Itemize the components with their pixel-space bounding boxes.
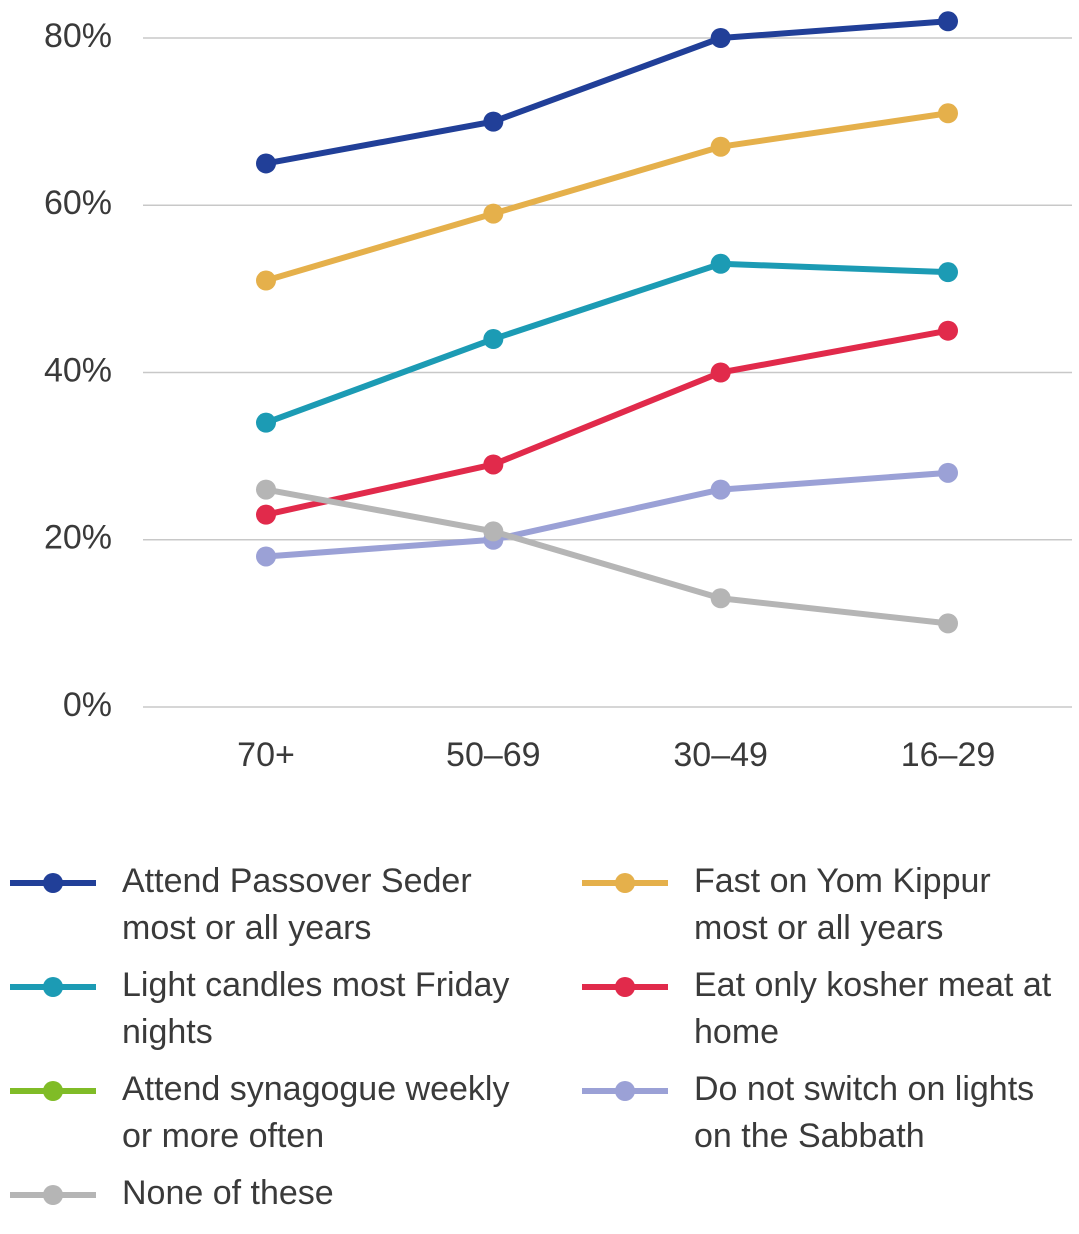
point — [938, 320, 958, 341]
legend-marker — [43, 1081, 63, 1101]
series-line — [265, 110, 949, 284]
x-tick-label: 16–29 — [901, 736, 996, 774]
point — [256, 479, 276, 500]
legend-label: Eat only kosher meat at home — [694, 966, 1052, 1051]
legend-key — [10, 873, 96, 893]
legend-marker — [615, 1081, 635, 1101]
legend-key — [582, 1081, 668, 1101]
point — [256, 153, 276, 174]
legend-item: Fast on Yom Kippur most or all years — [580, 858, 1079, 952]
point — [938, 613, 958, 634]
legend-item: Do not switch on lights on the Sabbath — [580, 1066, 1079, 1160]
series-line — [265, 18, 949, 167]
legend-key — [10, 1185, 96, 1205]
point — [483, 203, 504, 224]
legend-item: None of these — [8, 1170, 580, 1218]
point — [938, 103, 958, 124]
point — [710, 479, 731, 500]
legend-label: Do not switch on lights on the Sabbath — [694, 1070, 1035, 1155]
y-tick-label: 80% — [44, 17, 112, 55]
legend: Attend Passover Seder most or all years F… — [8, 858, 1079, 1218]
point — [710, 588, 731, 609]
legend-key — [582, 977, 668, 997]
legend-marker — [43, 1185, 63, 1205]
point — [483, 454, 504, 475]
legend-key — [10, 977, 96, 997]
point — [483, 111, 504, 132]
y-tick-label: 0% — [63, 686, 112, 724]
point — [483, 329, 504, 350]
legend-item: Attend synagogue weekly or more often — [8, 1066, 580, 1160]
point — [710, 362, 731, 383]
x-tick-label: 50–69 — [446, 736, 541, 774]
legend-item: Attend Passover Seder most or all years — [8, 858, 580, 952]
point — [710, 253, 731, 274]
point — [256, 412, 276, 433]
point — [483, 521, 504, 542]
legend-key — [582, 873, 668, 893]
legend-item: Light candles most Friday nights — [8, 962, 580, 1056]
legend-label: Attend synagogue weekly or more often — [122, 1070, 510, 1155]
legend-label: Fast on Yom Kippur most or all years — [694, 862, 991, 947]
point — [938, 462, 958, 483]
x-tick-label: 70+ — [237, 736, 295, 774]
point — [938, 262, 958, 283]
legend-label: Attend Passover Seder most or all years — [122, 862, 472, 947]
point — [710, 136, 731, 157]
point — [256, 504, 276, 525]
legend-key — [10, 1081, 96, 1101]
legend-marker — [615, 977, 635, 997]
y-tick-label: 40% — [44, 351, 112, 389]
series-line — [265, 469, 949, 560]
point — [256, 270, 276, 291]
y-tick-label: 20% — [44, 519, 112, 557]
series-line — [264, 260, 949, 426]
legend-label: None of these — [122, 1174, 334, 1212]
series-line — [265, 327, 949, 518]
point — [256, 546, 276, 567]
legend-item: Eat only kosher meat at home — [580, 962, 1079, 1056]
x-tick-label: 30–49 — [673, 736, 768, 774]
legend-marker — [615, 873, 635, 893]
point — [938, 11, 958, 32]
legend-marker — [43, 873, 63, 893]
legend-label: Light candles most Friday nights — [122, 966, 510, 1051]
point — [710, 28, 731, 48]
chart: 0% 20% 40% 60% 80% 70+ 50–69 30–49 16–29 — [44, 11, 1072, 774]
legend-marker — [43, 977, 63, 997]
y-tick-label: 60% — [44, 184, 112, 222]
series-line — [265, 486, 949, 627]
